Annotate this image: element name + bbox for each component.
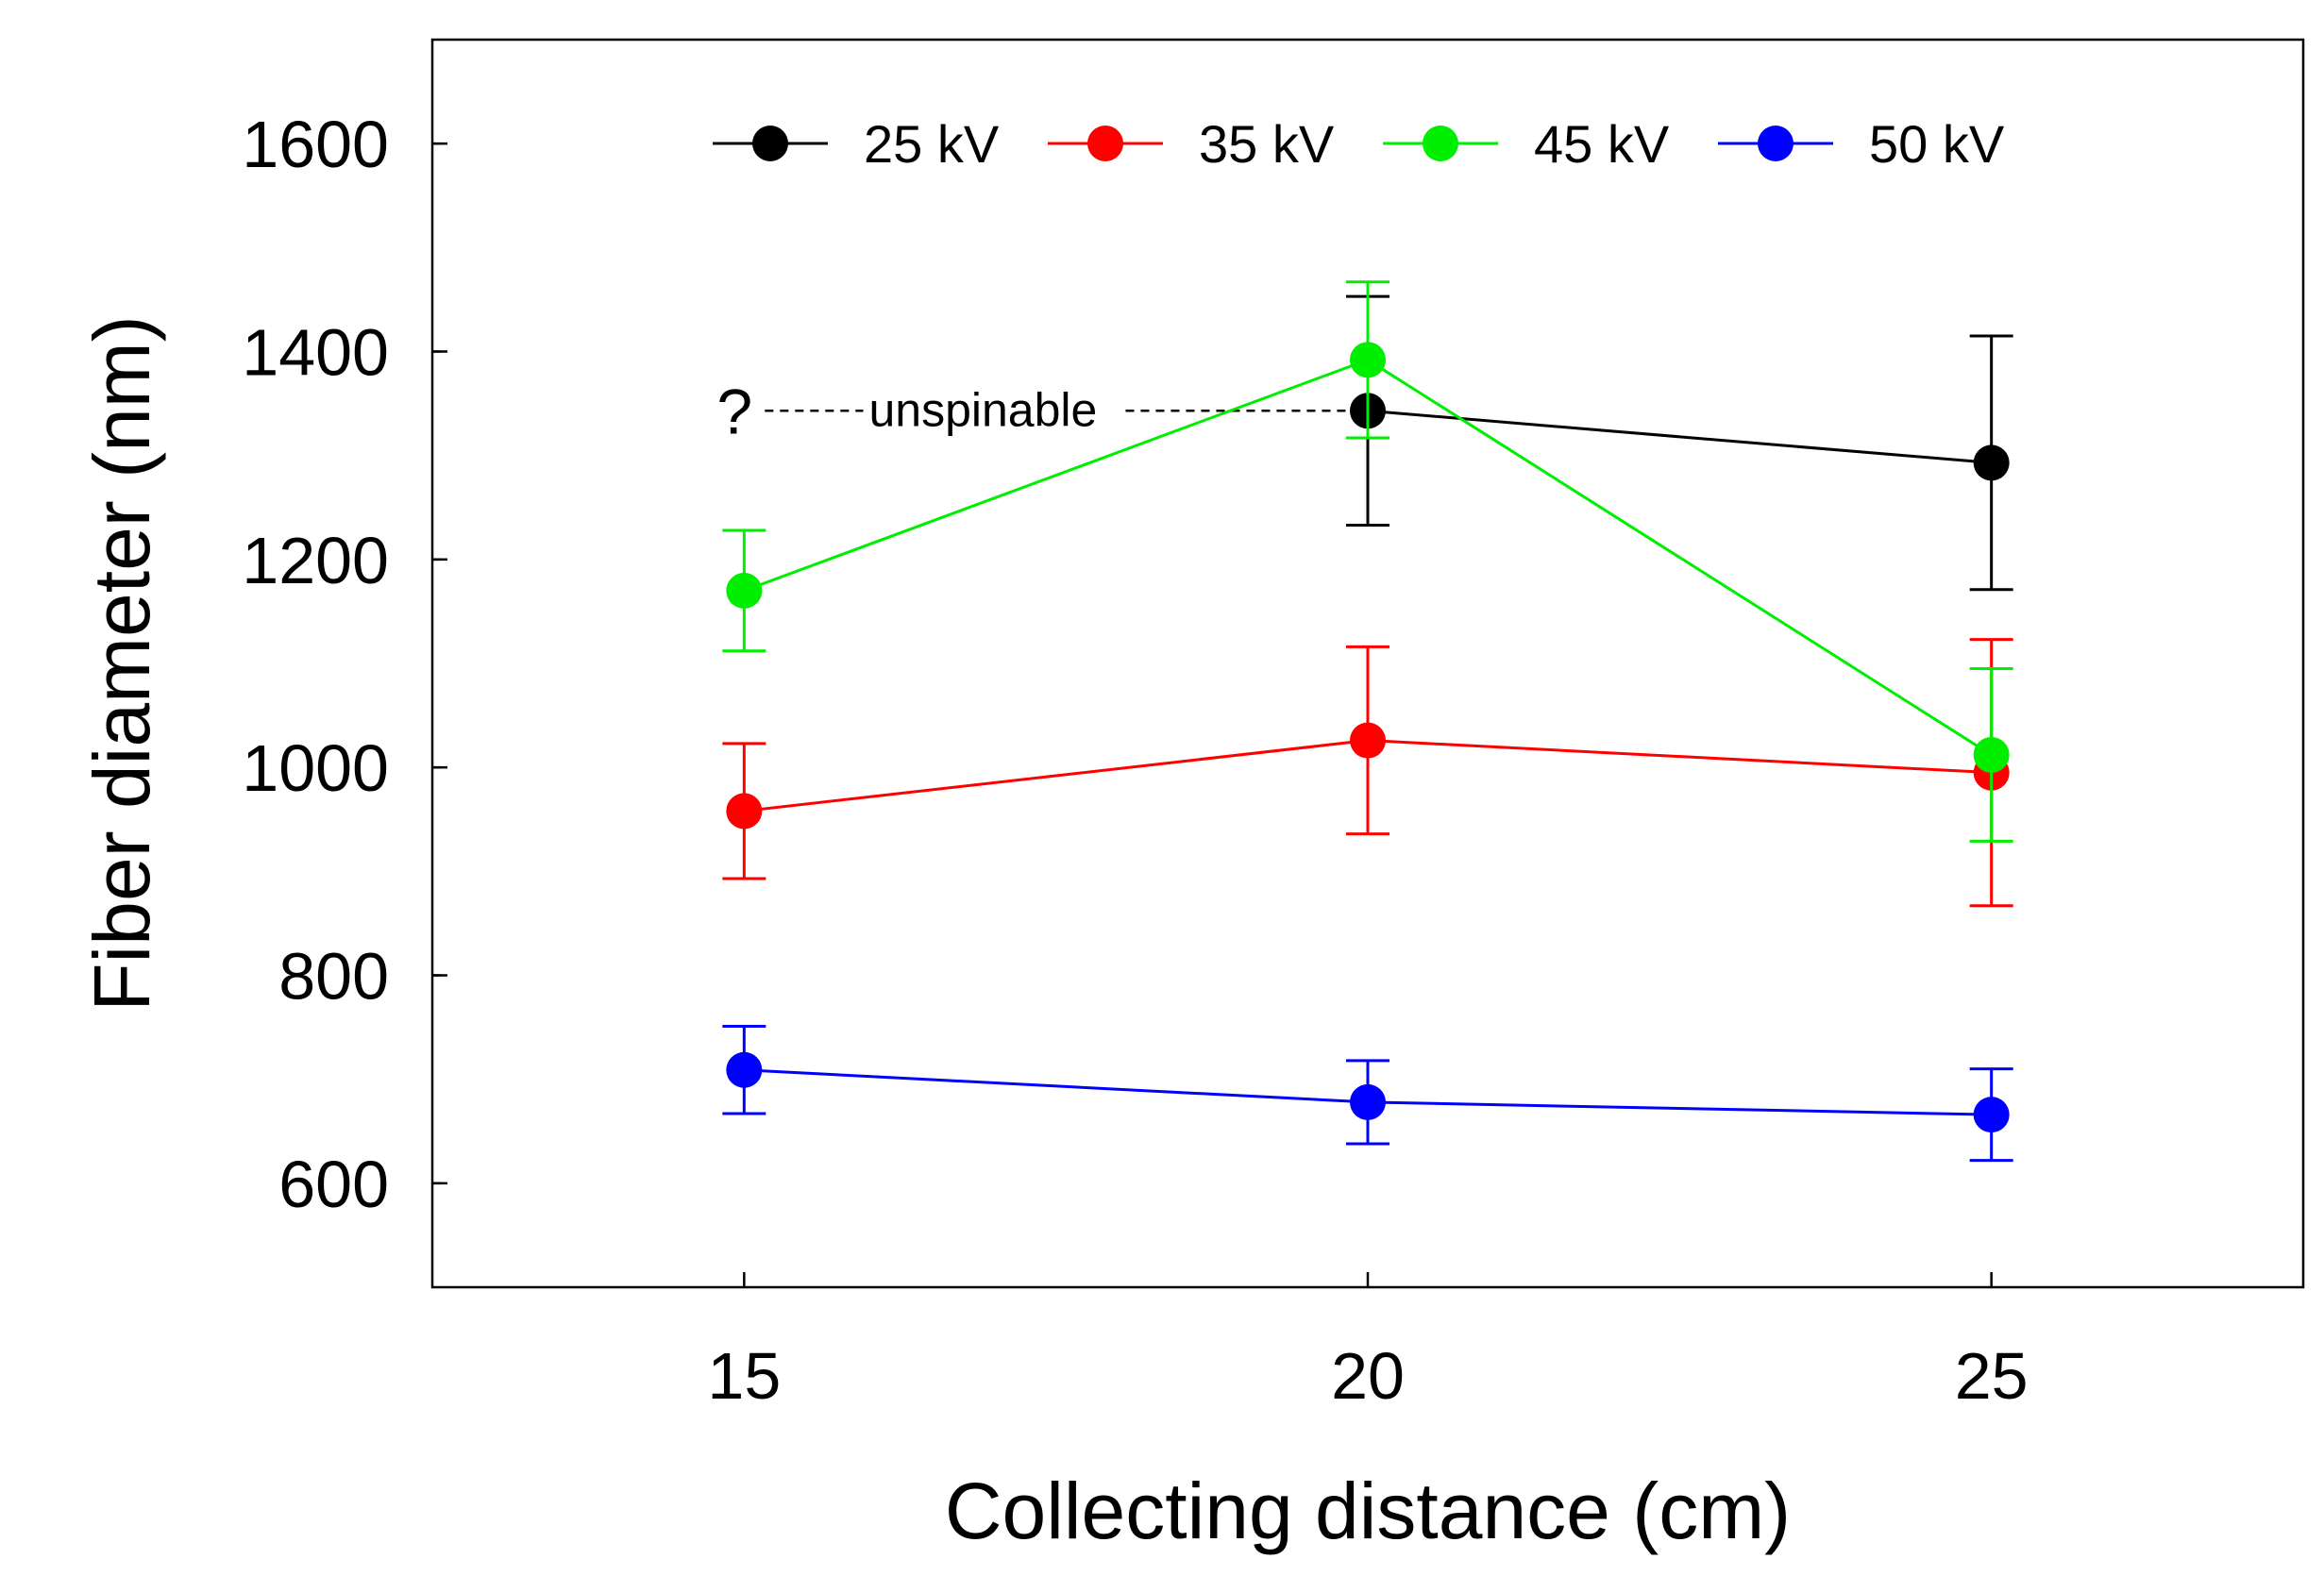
- y-tick-label: 800: [278, 940, 389, 1014]
- legend-marker: [752, 126, 788, 161]
- legend-label: 35 kV: [1199, 114, 1335, 174]
- y-tick-label: 1600: [242, 108, 389, 181]
- legend-label: 50 kV: [1869, 114, 2005, 174]
- series-25-kv: [1346, 294, 2013, 592]
- x-axis-title: Collecting distance (cm): [945, 1467, 1791, 1555]
- data-series: [722, 280, 2013, 1163]
- legend-item-45-kv: 45 kV: [1383, 114, 1670, 174]
- legend-marker: [1423, 126, 1458, 161]
- question-mark: ?: [716, 376, 752, 447]
- x-axis-ticks: 15 20 25: [707, 1272, 2029, 1413]
- series-50-kv: [722, 1024, 2013, 1163]
- legend-marker: [1758, 126, 1794, 161]
- legend-item-35-kv: 35 kV: [1048, 114, 1335, 174]
- legend-item-25-kv: 25 kV: [713, 114, 1000, 174]
- legend-label: 25 kV: [864, 114, 1000, 174]
- series-line: [1367, 409, 1992, 464]
- y-axis-ticks: 600 800 1000 1200 1400 1600: [242, 108, 447, 1221]
- y-tick-label: 1200: [242, 524, 389, 597]
- y-tick-label: 1400: [242, 316, 389, 390]
- y-tick-label: 600: [278, 1148, 389, 1221]
- legend-item-50-kv: 50 kV: [1718, 114, 2005, 174]
- data-point: [1350, 722, 1386, 759]
- data-point: [726, 572, 763, 609]
- x-tick-label: 20: [1331, 1339, 1405, 1413]
- data-point: [1973, 1097, 2010, 1133]
- data-point: [1350, 342, 1386, 378]
- x-tick-label: 15: [707, 1339, 781, 1413]
- legend-marker: [1087, 126, 1123, 161]
- legend-label: 45 kV: [1534, 114, 1670, 174]
- data-point: [726, 793, 763, 830]
- series-45-kv: [722, 280, 2013, 843]
- legend: 25 kV 35 kV 45 kV 50 kV: [713, 114, 2005, 174]
- unspinable-label: unspinable: [868, 383, 1097, 436]
- data-point: [726, 1051, 763, 1088]
- y-tick-label: 1000: [242, 731, 389, 805]
- x-tick-label: 25: [1955, 1339, 2029, 1413]
- unspinable-annotation: ? unspinable: [716, 376, 1353, 447]
- data-point: [1973, 736, 2010, 773]
- data-point: [1350, 1083, 1386, 1120]
- series-35-kv: [722, 638, 2013, 908]
- data-point: [1973, 444, 2010, 481]
- y-axis-title: Fiber diameter (nm): [77, 315, 166, 1012]
